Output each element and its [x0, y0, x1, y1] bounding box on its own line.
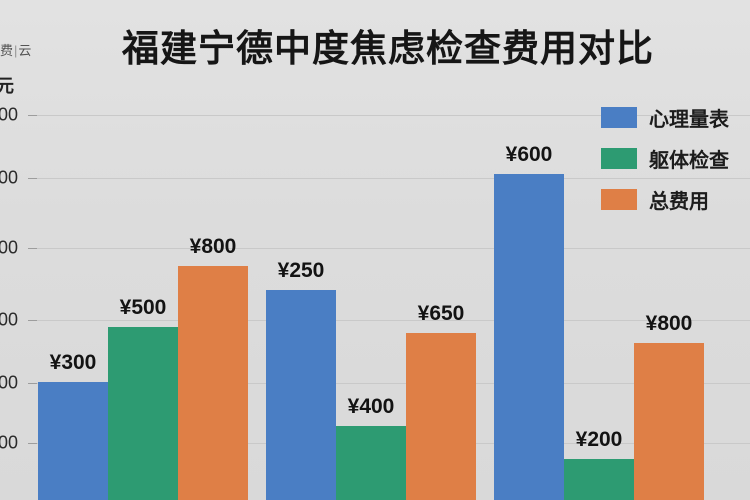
y-axis-tick-label: 500: [0, 309, 18, 330]
bar-value-label: ¥800: [645, 312, 693, 335]
watermark-text: 费 | 云: [0, 38, 46, 64]
y-axis-tick: [28, 383, 37, 384]
legend-swatch-icon: [601, 106, 637, 128]
gridline: [36, 178, 750, 179]
bar[interactable]: [406, 333, 476, 500]
watermark-left: 费: [0, 43, 13, 58]
gridline: [36, 248, 750, 249]
y-axis-tick-label: 700: [0, 167, 18, 188]
y-axis-tick-label: 100: [0, 432, 18, 453]
y-axis-unit-label: 元: [0, 76, 14, 96]
bar-value-label: ¥600: [505, 143, 553, 166]
y-axis-tick-label: 200: [0, 372, 18, 393]
bar-value-label: ¥650: [417, 302, 465, 325]
y-axis-tick: [28, 248, 37, 249]
bar[interactable]: [178, 266, 248, 500]
bar[interactable]: [266, 290, 336, 500]
gridline: [36, 383, 750, 384]
watermark-right: 云: [18, 43, 31, 58]
legend-item[interactable]: 躯体检查: [601, 146, 729, 172]
bar[interactable]: [38, 382, 108, 500]
legend: 心理量表躯体检查总费用: [601, 105, 729, 228]
bar[interactable]: [336, 426, 406, 500]
gridline: [36, 115, 750, 116]
bar[interactable]: [634, 343, 704, 500]
page-title: 福建宁德中度焦虑检查费用对比: [122, 28, 654, 69]
legend-item[interactable]: 总费用: [601, 187, 729, 213]
bar-value-label: ¥500: [119, 296, 167, 319]
bar[interactable]: [494, 174, 564, 500]
bar[interactable]: [564, 459, 634, 500]
bar-value-label: ¥250: [277, 259, 325, 282]
y-axis-tick: [28, 320, 37, 321]
bar-value-label: ¥200: [575, 428, 623, 451]
bar-value-label: ¥400: [347, 395, 395, 418]
bar[interactable]: [108, 327, 178, 500]
bar-value-label: ¥800: [189, 235, 237, 258]
legend-swatch-icon: [601, 147, 637, 169]
legend-label: 躯体检查: [649, 149, 729, 172]
bar-value-label: ¥300: [49, 351, 97, 374]
y-axis-tick: [28, 443, 37, 444]
legend-label: 总费用: [649, 190, 709, 213]
y-axis-tick-label: 600: [0, 237, 18, 258]
legend-swatch-icon: [601, 188, 637, 210]
y-axis-tick: [28, 115, 37, 116]
legend-label: 心理量表: [649, 108, 729, 131]
gridline: [36, 320, 750, 321]
legend-item[interactable]: 心理量表: [601, 105, 729, 131]
watermark-divider: |: [14, 43, 17, 58]
y-axis-tick-label: 800: [0, 104, 18, 125]
y-axis-tick: [28, 178, 37, 179]
